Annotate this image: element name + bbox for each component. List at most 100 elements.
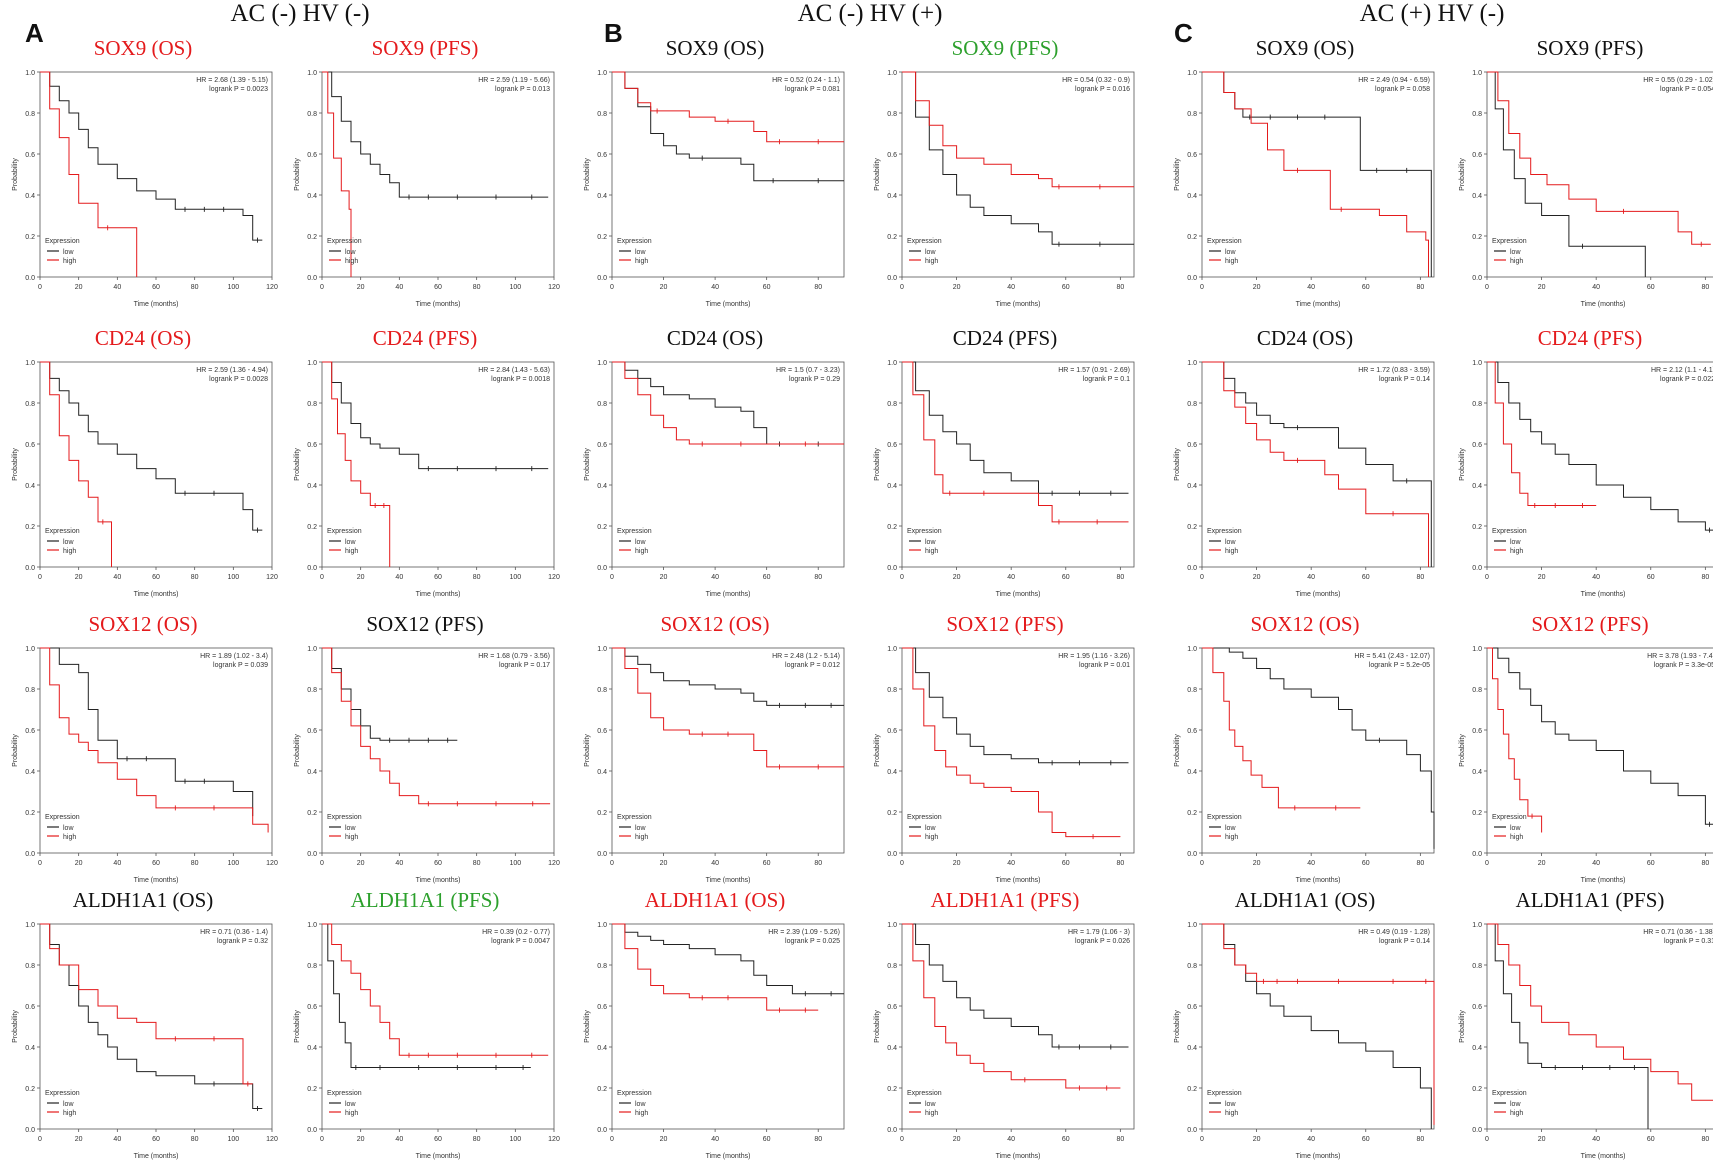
- y-tick-label: 0.2: [1187, 234, 1197, 241]
- hazard-ratio-label: HR = 1.95 (1.16 - 3.26): [1058, 653, 1130, 660]
- legend-label-high: high: [1225, 548, 1238, 555]
- plot-title: SOX9 (PFS): [951, 36, 1059, 60]
- x-tick-label: 60: [1362, 860, 1370, 867]
- x-tick-label: 100: [227, 860, 239, 867]
- x-tick-label: 60: [763, 860, 771, 867]
- x-tick-label: 40: [395, 860, 403, 867]
- x-tick-label: 40: [113, 860, 121, 867]
- y-axis-label: Probability: [874, 734, 881, 767]
- y-tick-label: 0.4: [597, 1045, 607, 1052]
- y-tick-label: 0.2: [25, 810, 35, 817]
- legend-label-high: high: [1225, 258, 1238, 265]
- y-tick-label: 0.6: [1187, 728, 1197, 735]
- y-tick-label: 0.6: [1187, 442, 1197, 449]
- km-plot-svg: 0.0 0.2 0.4 0.6 0.8 1.0 0 20 40 60 80 Time (months)…: [874, 646, 1135, 884]
- survival-curve-high: [612, 923, 819, 1011]
- survival-curve-high: [902, 361, 1129, 523]
- x-axis-label: Time (months): [1296, 301, 1341, 308]
- survival-curve-high: [1487, 71, 1711, 245]
- legend-title: Expression: [1207, 1090, 1242, 1097]
- y-tick-label: 0.0: [25, 275, 35, 282]
- legend-label-low: low: [1510, 825, 1521, 832]
- x-axis-label: Time (months): [416, 591, 461, 598]
- km-plot: SOX12 (OS) 0.0 0.2 0.4 0.6 0.8 1.0 0 20 40 60 80 Tim…: [1170, 612, 1440, 887]
- plot-title: CD24 (OS): [1256, 326, 1354, 350]
- legend-label-high: high: [925, 834, 938, 841]
- y-tick-label: 0.2: [25, 1086, 35, 1093]
- legend-label-low: low: [635, 539, 646, 546]
- y-tick-label: 0.8: [887, 401, 897, 408]
- hazard-ratio-label: HR = 2.59 (1.19 - 5.66): [478, 77, 550, 84]
- x-axis-label: Time (months): [1296, 1153, 1341, 1160]
- legend-title: Expression: [1492, 1090, 1527, 1097]
- km-plot: SOX12 (OS) 0.0 0.2 0.4 0.6 0.8 1.0 0 20 40 60 80 100…: [8, 612, 278, 887]
- legend-label-low: low: [63, 539, 74, 546]
- y-tick-label: 0.8: [307, 401, 317, 408]
- x-tick-label: 80: [473, 860, 481, 867]
- logrank-p-label: logrank P = 0.0023: [209, 86, 268, 93]
- x-tick-label: 20: [357, 284, 365, 291]
- y-tick-label: 0.2: [597, 234, 607, 241]
- y-tick-label: 0.6: [887, 152, 897, 159]
- legend-label-high: high: [1225, 1110, 1238, 1117]
- x-tick-label: 60: [152, 284, 160, 291]
- plot-title: ALDH1A1 (OS): [72, 888, 214, 912]
- survival-curve-high: [612, 647, 844, 768]
- km-plot-svg: 0.0 0.2 0.4 0.6 0.8 1.0 0 20 40 60 80 100 120 Time (m…: [294, 646, 560, 884]
- y-tick-label: 0.2: [887, 524, 897, 531]
- y-tick-label: 0.2: [1187, 1086, 1197, 1093]
- hazard-ratio-label: HR = 1.57 (0.91 - 2.69): [1058, 367, 1130, 374]
- survival-curve-high: [322, 647, 551, 805]
- y-tick-label: 0.4: [1187, 1045, 1197, 1052]
- plot-frame: [321, 923, 555, 1130]
- survival-curve-high: [1202, 361, 1429, 567]
- x-tick-label: 0: [1200, 574, 1204, 581]
- x-tick-label: 40: [395, 574, 403, 581]
- x-tick-label: 0: [610, 574, 614, 581]
- survival-curve-low: [1487, 923, 1649, 1129]
- legend-label-high: high: [925, 258, 938, 265]
- survival-curve-high: [1202, 647, 1361, 809]
- y-tick-label: 0.0: [597, 275, 607, 282]
- survival-curve-low: [40, 71, 263, 241]
- hazard-ratio-label: HR = 0.54 (0.32 - 0.9): [1062, 77, 1130, 84]
- km-plot: CD24 (PFS) 0.0 0.2 0.4 0.6 0.8 1.0 0 20 40 60 80 100…: [290, 326, 560, 601]
- x-tick-label: 120: [266, 1136, 278, 1143]
- y-tick-label: 1.0: [307, 70, 317, 77]
- legend-label-high: high: [63, 548, 76, 555]
- x-tick-label: 40: [1307, 284, 1315, 291]
- plot-frame: [39, 361, 273, 568]
- y-tick-label: 1.0: [1472, 922, 1482, 929]
- x-tick-label: 100: [509, 284, 521, 291]
- x-tick-label: 40: [1007, 574, 1015, 581]
- legend-label-high: high: [63, 1110, 76, 1117]
- panel-letter-a: A: [25, 18, 44, 48]
- km-plot: SOX9 (PFS) 0.0 0.2 0.4 0.6 0.8 1.0 0 20 40 60 80 Tim…: [870, 36, 1140, 311]
- legend-title: Expression: [327, 238, 362, 245]
- y-tick-label: 0.2: [307, 1086, 317, 1093]
- y-axis-label: Probability: [1459, 158, 1466, 191]
- plot-frame: [901, 361, 1135, 568]
- y-tick-label: 0.6: [307, 152, 317, 159]
- x-tick-label: 0: [900, 1136, 904, 1143]
- x-tick-label: 120: [266, 284, 278, 291]
- logrank-p-label: logrank P = 0.0028: [209, 376, 268, 383]
- x-tick-label: 40: [711, 284, 719, 291]
- x-tick-label: 20: [1253, 574, 1261, 581]
- survival-curve-high: [40, 923, 253, 1085]
- y-tick-label: 1.0: [597, 646, 607, 653]
- hazard-ratio-label: HR = 5.41 (2.43 - 12.07): [1354, 653, 1430, 660]
- legend-title: Expression: [1207, 814, 1242, 821]
- x-tick-label: 40: [711, 860, 719, 867]
- y-tick-label: 0.0: [307, 1127, 317, 1134]
- x-tick-label: 60: [1647, 860, 1655, 867]
- logrank-p-label: logrank P = 0.29: [789, 376, 840, 383]
- y-tick-label: 0.4: [887, 1045, 897, 1052]
- x-tick-label: 40: [113, 284, 121, 291]
- y-tick-label: 0.4: [25, 1045, 35, 1052]
- y-tick-label: 0.2: [1472, 1086, 1482, 1093]
- km-plot-svg: 0.0 0.2 0.4 0.6 0.8 1.0 0 20 40 60 80 100 120 Time (m…: [294, 70, 560, 308]
- y-tick-label: 1.0: [597, 360, 607, 367]
- x-tick-label: 0: [38, 284, 42, 291]
- y-tick-label: 0.8: [307, 687, 317, 694]
